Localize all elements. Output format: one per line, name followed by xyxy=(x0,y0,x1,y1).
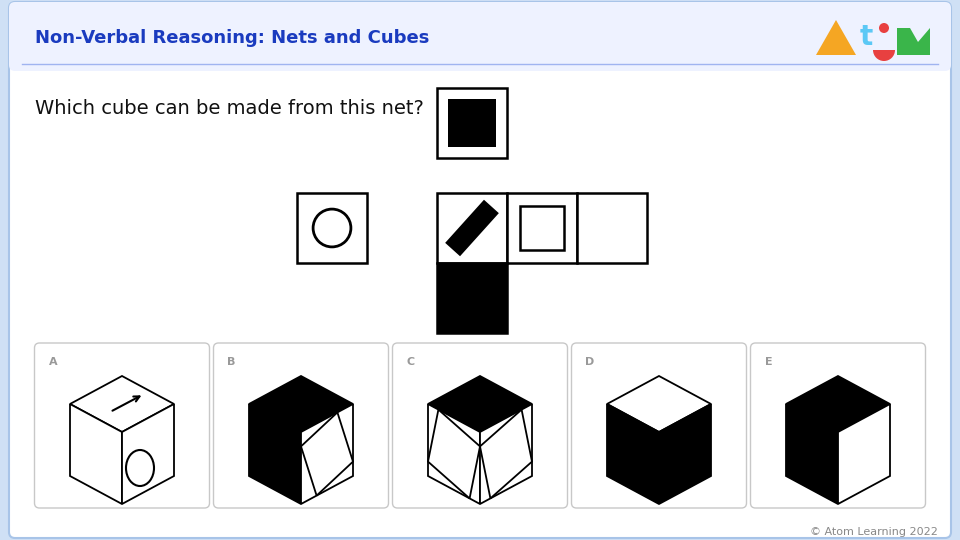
Circle shape xyxy=(313,209,351,247)
Polygon shape xyxy=(301,413,353,496)
Bar xyxy=(577,193,647,263)
Bar xyxy=(520,206,564,250)
Circle shape xyxy=(879,23,889,33)
Ellipse shape xyxy=(126,450,154,486)
Polygon shape xyxy=(786,404,838,504)
Polygon shape xyxy=(301,404,353,504)
Polygon shape xyxy=(659,404,711,504)
Text: © Atom Learning 2022: © Atom Learning 2022 xyxy=(810,527,938,537)
Polygon shape xyxy=(70,376,174,432)
FancyBboxPatch shape xyxy=(9,2,951,538)
Polygon shape xyxy=(607,376,711,432)
Text: B: B xyxy=(228,357,236,367)
Polygon shape xyxy=(480,404,532,504)
FancyBboxPatch shape xyxy=(9,2,951,71)
Polygon shape xyxy=(607,404,659,504)
Bar xyxy=(507,193,577,263)
Text: D: D xyxy=(586,357,595,367)
Polygon shape xyxy=(428,376,532,432)
Polygon shape xyxy=(122,404,174,504)
Polygon shape xyxy=(480,410,532,498)
Text: Which cube can be made from this net?: Which cube can be made from this net? xyxy=(35,98,424,118)
Bar xyxy=(437,88,507,158)
Wedge shape xyxy=(873,50,895,61)
FancyBboxPatch shape xyxy=(571,343,747,508)
Polygon shape xyxy=(816,20,856,55)
Text: A: A xyxy=(49,357,58,367)
Bar xyxy=(437,263,507,333)
Bar xyxy=(297,193,367,263)
Polygon shape xyxy=(838,404,890,504)
Polygon shape xyxy=(897,28,930,55)
Text: Non-Verbal Reasoning: Nets and Cubes: Non-Verbal Reasoning: Nets and Cubes xyxy=(35,29,429,47)
Bar xyxy=(448,99,496,147)
Polygon shape xyxy=(786,376,890,432)
Polygon shape xyxy=(428,410,480,498)
Polygon shape xyxy=(249,376,353,432)
Text: C: C xyxy=(406,357,415,367)
Polygon shape xyxy=(70,404,122,504)
FancyBboxPatch shape xyxy=(35,343,209,508)
Bar xyxy=(445,200,499,256)
Polygon shape xyxy=(428,404,480,504)
Text: t: t xyxy=(859,23,873,51)
Polygon shape xyxy=(249,404,301,504)
Bar xyxy=(437,193,507,263)
FancyBboxPatch shape xyxy=(751,343,925,508)
FancyBboxPatch shape xyxy=(393,343,567,508)
FancyBboxPatch shape xyxy=(213,343,389,508)
Text: E: E xyxy=(764,357,772,367)
